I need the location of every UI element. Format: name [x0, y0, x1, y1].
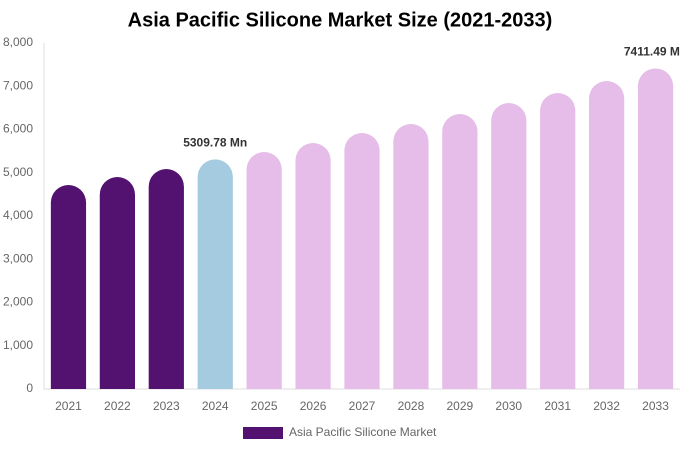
legend-label: Asia Pacific Silicone Market	[289, 425, 437, 439]
y-tick-label: 8,000	[3, 35, 33, 49]
bar	[491, 103, 527, 389]
x-tick-label: 2031	[544, 399, 571, 413]
chart-title: Asia Pacific Silicone Market Size (2021-…	[128, 9, 553, 31]
data-label: 5309.78 Mn	[183, 136, 247, 150]
x-tick-label: 2021	[55, 399, 82, 413]
y-tick-label: 6,000	[3, 122, 33, 136]
bar	[99, 176, 135, 389]
bar	[589, 81, 625, 389]
bar	[148, 168, 184, 389]
x-tick-label: 2032	[593, 399, 620, 413]
bar	[393, 124, 429, 389]
bar	[637, 68, 674, 389]
x-tick-label: 2023	[153, 399, 180, 413]
x-tick-label: 2024	[202, 399, 229, 413]
x-tick-label: 2028	[398, 399, 425, 413]
x-tick-label: 2033	[642, 399, 669, 413]
bar	[540, 92, 576, 389]
y-tick-label: 3,000	[3, 251, 33, 265]
x-tick-label: 2022	[104, 399, 131, 413]
y-tick-label: 5,000	[3, 165, 33, 179]
bar	[197, 159, 233, 389]
bar	[295, 142, 331, 389]
legend-swatch	[243, 427, 283, 439]
x-tick-label: 2025	[251, 399, 278, 413]
bar	[246, 152, 282, 389]
y-tick-label: 7,000	[3, 78, 33, 92]
y-tick-label: 1,000	[3, 338, 33, 352]
x-tick-label: 2030	[495, 399, 522, 413]
bar	[50, 184, 87, 389]
y-tick-label: 2,000	[3, 295, 33, 309]
y-tick-label: 0	[26, 381, 33, 395]
bar	[344, 133, 380, 389]
y-tick-label: 4,000	[3, 208, 33, 222]
x-tick-label: 2026	[300, 399, 327, 413]
bar	[442, 114, 478, 389]
x-tick-label: 2029	[446, 399, 473, 413]
x-tick-label: 2027	[349, 399, 376, 413]
data-label: 7411.49 Mn	[624, 45, 680, 59]
